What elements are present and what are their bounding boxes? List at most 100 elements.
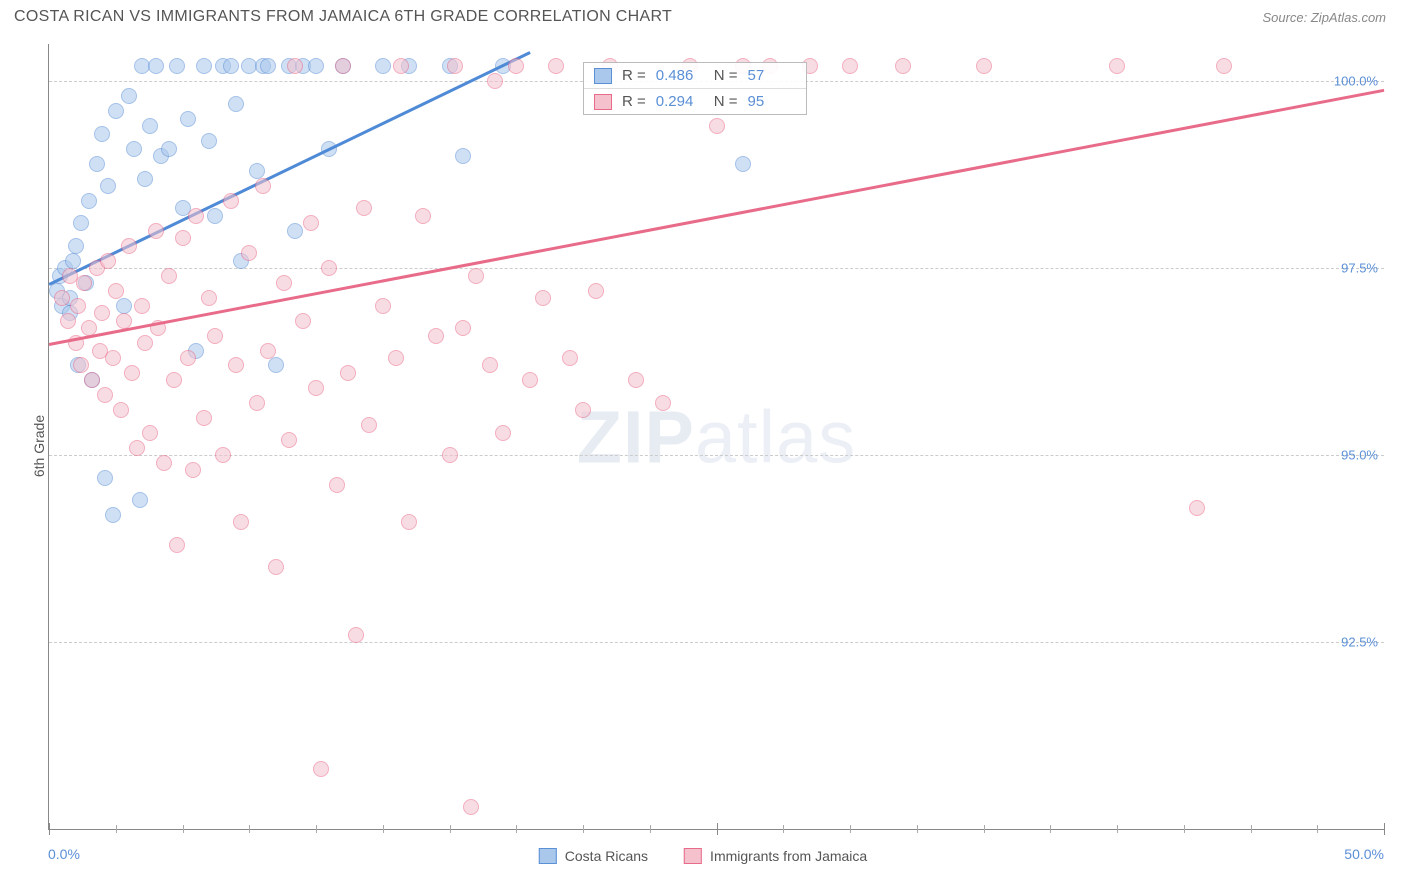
x-tick-minor [183, 825, 184, 833]
data-point [463, 799, 479, 815]
data-point [388, 350, 404, 366]
data-point [375, 298, 391, 314]
data-point [126, 141, 142, 157]
data-point [335, 58, 351, 74]
series-swatch [594, 68, 612, 84]
x-tick-major [1384, 823, 1385, 835]
data-point [100, 178, 116, 194]
data-point [487, 73, 503, 89]
data-point [124, 365, 140, 381]
data-point [134, 298, 150, 314]
data-point [70, 298, 86, 314]
data-point [185, 462, 201, 478]
data-point [276, 275, 292, 291]
data-point [116, 313, 132, 329]
stat-n-label: N = [714, 67, 738, 84]
x-axis-max-label: 50.0% [1344, 846, 1384, 862]
data-point [522, 372, 538, 388]
stat-n-value: 95 [748, 93, 796, 110]
y-tick-label: 97.5% [1341, 261, 1378, 276]
data-point [401, 514, 417, 530]
data-point [166, 372, 182, 388]
x-tick-minor [249, 825, 250, 833]
data-point [976, 58, 992, 74]
data-point [393, 58, 409, 74]
data-point [201, 290, 217, 306]
data-point [148, 58, 164, 74]
data-point [287, 58, 303, 74]
stat-r-label: R = [622, 93, 646, 110]
data-point [295, 313, 311, 329]
data-point [233, 514, 249, 530]
x-tick-minor [450, 825, 451, 833]
x-tick-minor [650, 825, 651, 833]
data-point [348, 627, 364, 643]
data-point [535, 290, 551, 306]
data-point [468, 268, 484, 284]
stat-n-label: N = [714, 93, 738, 110]
data-point [207, 208, 223, 224]
data-point [137, 171, 153, 187]
data-point [455, 148, 471, 164]
data-point [68, 238, 84, 254]
data-point [249, 395, 265, 411]
data-point [895, 58, 911, 74]
data-point [1109, 58, 1125, 74]
data-point [482, 357, 498, 373]
data-point [228, 96, 244, 112]
data-point [65, 253, 81, 269]
legend-label: Immigrants from Jamaica [710, 848, 867, 864]
data-point [89, 156, 105, 172]
data-point [260, 58, 276, 74]
y-tick-label: 95.0% [1341, 448, 1378, 463]
data-point [121, 238, 137, 254]
data-point [249, 163, 265, 179]
data-point [308, 58, 324, 74]
data-point [169, 537, 185, 553]
data-point [105, 507, 121, 523]
data-point [196, 58, 212, 74]
x-axis-min-label: 0.0% [48, 846, 80, 862]
data-point [709, 118, 725, 134]
data-point [73, 357, 89, 373]
data-point [447, 58, 463, 74]
x-tick-minor [116, 825, 117, 833]
data-point [268, 357, 284, 373]
stat-r-value: 0.294 [656, 93, 704, 110]
data-point [356, 200, 372, 216]
data-point [180, 111, 196, 127]
data-point [260, 343, 276, 359]
x-tick-minor [383, 825, 384, 833]
gridline [49, 455, 1384, 456]
data-point [129, 440, 145, 456]
stat-r-value: 0.486 [656, 67, 704, 84]
header: COSTA RICAN VS IMMIGRANTS FROM JAMAICA 6… [0, 0, 1406, 34]
data-point [842, 58, 858, 74]
data-point [132, 492, 148, 508]
data-point [97, 470, 113, 486]
data-point [223, 193, 239, 209]
stat-n-value: 57 [748, 67, 796, 84]
data-point [313, 761, 329, 777]
data-point [223, 58, 239, 74]
data-point [116, 298, 132, 314]
data-point [308, 380, 324, 396]
data-point [735, 156, 751, 172]
data-point [196, 410, 212, 426]
data-point [428, 328, 444, 344]
data-point [241, 245, 257, 261]
data-point [287, 223, 303, 239]
data-point [60, 313, 76, 329]
data-point [321, 260, 337, 276]
data-point [113, 402, 129, 418]
x-tick-minor [1184, 825, 1185, 833]
legend-swatch [684, 848, 702, 864]
data-point [137, 335, 153, 351]
y-tick-label: 92.5% [1341, 635, 1378, 650]
stats-row: R = 0.294 N = 95 [584, 89, 806, 114]
y-axis-label: 6th Grade [31, 415, 47, 477]
stats-row: R =0.486N =57 [584, 63, 806, 89]
data-point [628, 372, 644, 388]
data-point [329, 477, 345, 493]
stats-box: R = 0.486 N = 57 R = 0.294 N = 95 [583, 62, 807, 115]
